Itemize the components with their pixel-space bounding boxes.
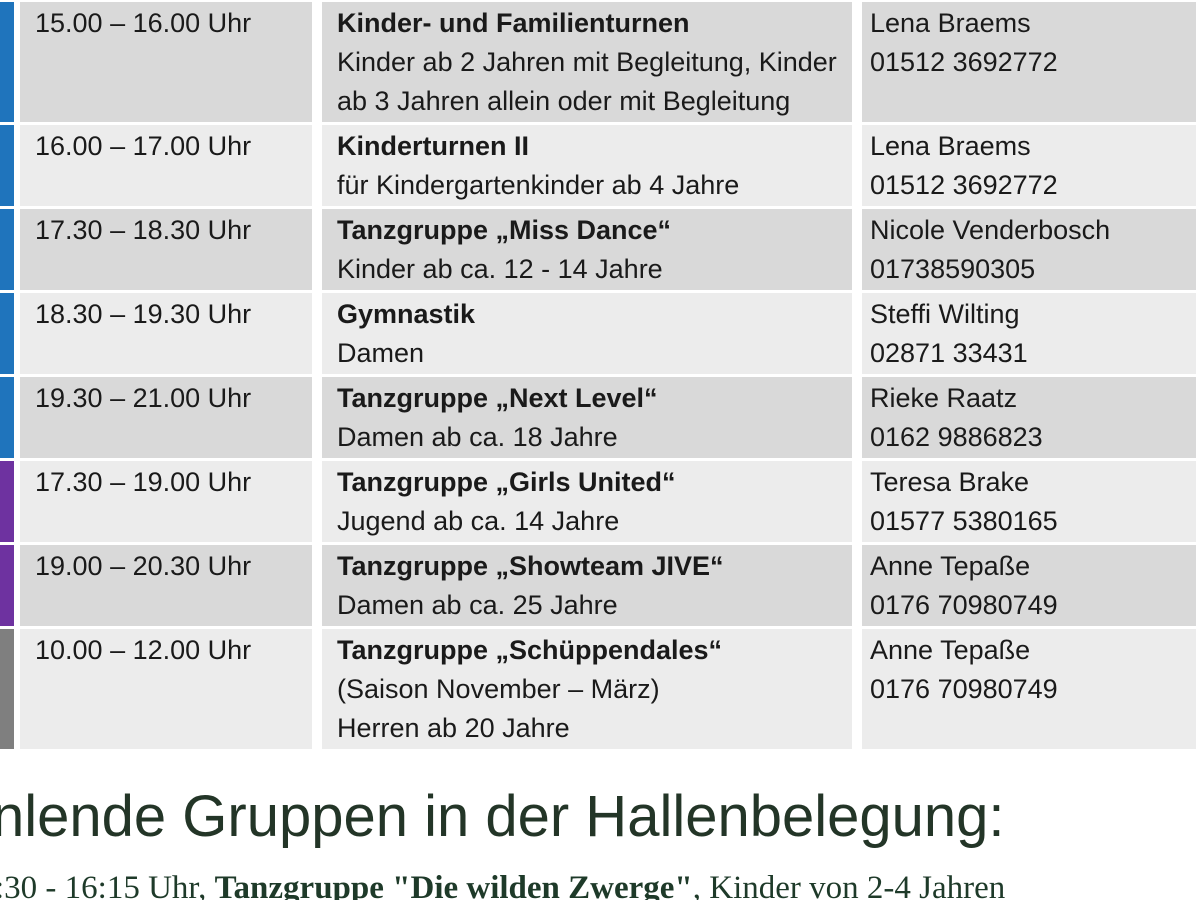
activity-cell: Gymnastik Damen [322, 293, 852, 374]
activity-detail: Kinder ab ca. 12 - 14 Jahre [337, 254, 663, 284]
time-text: 10.00 – 12.00 Uhr [35, 635, 252, 665]
missing-groups-heading: nlende Gruppen in der Hallenbelegung: [0, 784, 1005, 849]
activity-cell: Tanzgruppe „Girls United“ Jugend ab ca. … [322, 461, 852, 542]
additional-group-note: :30 - 16:15 Uhr, Tanzgruppe "Die wilden … [0, 868, 1200, 900]
day-color-bar [0, 2, 14, 122]
contact-phone: 0176 70980749 [870, 590, 1058, 620]
schedule-row: 19.00 – 20.30 Uhr Tanzgruppe „Showteam J… [0, 545, 1196, 626]
activity-title: Kinderturnen II [337, 131, 530, 161]
footer-section: nlende Gruppen in der Hallenbelegung: :3… [0, 752, 1200, 900]
time-cell: 17.30 – 18.30 Uhr [20, 209, 312, 290]
time-cell: 16.00 – 17.00 Uhr [20, 125, 312, 206]
contact-cell: Nicole Venderbosch 01738590305 [862, 209, 1196, 290]
contact-name: Lena Braems [870, 8, 1031, 38]
contact-cell: Teresa Brake 01577 5380165 [862, 461, 1196, 542]
hall-schedule-table: 15.00 – 16.00 Uhr Kinder- und Familientu… [0, 2, 1196, 749]
day-color-bar [0, 125, 14, 206]
activity-title: Gymnastik [337, 299, 476, 329]
contact-phone: 0162 9886823 [870, 422, 1043, 452]
activity-title: Tanzgruppe „Schüppendales“ [337, 635, 723, 665]
activity-cell: Kinderturnen II für Kindergartenkinder a… [322, 125, 852, 206]
time-text: 17.30 – 18.30 Uhr [35, 215, 252, 245]
time-cell: 19.00 – 20.30 Uhr [20, 545, 312, 626]
activity-cell: Tanzgruppe „Next Level“ Damen ab ca. 18 … [322, 377, 852, 458]
time-cell: 18.30 – 19.30 Uhr [20, 293, 312, 374]
activity-title: Tanzgruppe „Girls United“ [337, 467, 676, 497]
activity-title: Tanzgruppe „Showteam JIVE“ [337, 551, 724, 581]
schedule-row: 19.30 – 21.00 Uhr Tanzgruppe „Next Level… [0, 377, 1196, 458]
day-color-bar [0, 545, 14, 626]
day-color-bar [0, 461, 14, 542]
contact-phone: 02871 33431 [870, 338, 1028, 368]
note-prefix: :30 - 16:15 Uhr, [0, 870, 215, 900]
contact-cell: Lena Braems 01512 3692772 [862, 125, 1196, 206]
activity-detail: Kinder ab 2 Jahren mit Begleitung, Kinde… [337, 47, 837, 77]
time-cell: 10.00 – 12.00 Uhr [20, 629, 312, 749]
note-group-name: Tanzgruppe "Die wilden Zwerge" [214, 870, 693, 900]
note-suffix: , Kinder von 2-4 Jahren [692, 870, 1006, 900]
time-text: 18.30 – 19.30 Uhr [35, 299, 252, 329]
activity-detail: ab 3 Jahren allein oder mit Begleitung [337, 86, 791, 116]
time-cell: 17.30 – 19.00 Uhr [20, 461, 312, 542]
time-text: 15.00 – 16.00 Uhr [35, 8, 252, 38]
schedule-row: 15.00 – 16.00 Uhr Kinder- und Familientu… [0, 2, 1196, 122]
activity-cell: Tanzgruppe „Miss Dance“ Kinder ab ca. 12… [322, 209, 852, 290]
schedule-row: 16.00 – 17.00 Uhr Kinderturnen II für Ki… [0, 125, 1196, 206]
contact-cell: Anne Tepaße 0176 70980749 [862, 545, 1196, 626]
contact-phone: 01738590305 [870, 254, 1036, 284]
contact-name: Lena Braems [870, 131, 1031, 161]
contact-name: Rieke Raatz [870, 383, 1018, 413]
contact-phone: 01512 3692772 [870, 47, 1058, 77]
contact-phone: 01577 5380165 [870, 506, 1058, 536]
day-color-bar [0, 629, 14, 749]
schedule-row: 10.00 – 12.00 Uhr Tanzgruppe „Schüppenda… [0, 629, 1196, 749]
contact-name: Anne Tepaße [870, 635, 1031, 665]
activity-title: Tanzgruppe „Miss Dance“ [337, 215, 672, 245]
day-color-bar [0, 293, 14, 374]
time-text: 17.30 – 19.00 Uhr [35, 467, 252, 497]
schedule-row: 17.30 – 19.00 Uhr Tanzgruppe „Girls Unit… [0, 461, 1196, 542]
activity-detail: Herren ab 20 Jahre [337, 713, 570, 743]
schedule-row: 17.30 – 18.30 Uhr Tanzgruppe „Miss Dance… [0, 209, 1196, 290]
activity-detail: Damen ab ca. 18 Jahre [337, 422, 618, 452]
day-color-bar [0, 209, 14, 290]
contact-cell: Steffi Wilting 02871 33431 [862, 293, 1196, 374]
contact-name: Teresa Brake [870, 467, 1030, 497]
activity-cell: Tanzgruppe „Showteam JIVE“ Damen ab ca. … [322, 545, 852, 626]
contact-name: Nicole Venderbosch [870, 215, 1111, 245]
contact-cell: Anne Tepaße 0176 70980749 [862, 629, 1196, 749]
schedule-row: 18.30 – 19.30 Uhr Gymnastik Damen Steffi… [0, 293, 1196, 374]
activity-detail: Damen [337, 338, 425, 368]
contact-name: Anne Tepaße [870, 551, 1031, 581]
time-text: 19.00 – 20.30 Uhr [35, 551, 252, 581]
activity-cell: Tanzgruppe „Schüppendales“ (Saison Novem… [322, 629, 852, 749]
activity-title: Tanzgruppe „Next Level“ [337, 383, 658, 413]
day-color-bar [0, 377, 14, 458]
activity-detail: für Kindergartenkinder ab 4 Jahre [337, 170, 740, 200]
activity-detail: Damen ab ca. 25 Jahre [337, 590, 618, 620]
activity-cell: Kinder- und Familienturnen Kinder ab 2 J… [322, 2, 852, 122]
time-text: 16.00 – 17.00 Uhr [35, 131, 252, 161]
contact-cell: Lena Braems 01512 3692772 [862, 2, 1196, 122]
activity-title: Kinder- und Familienturnen [337, 8, 690, 38]
contact-name: Steffi Wilting [870, 299, 1020, 329]
time-text: 19.30 – 21.00 Uhr [35, 383, 252, 413]
contact-cell: Rieke Raatz 0162 9886823 [862, 377, 1196, 458]
contact-phone: 01512 3692772 [870, 170, 1058, 200]
time-cell: 15.00 – 16.00 Uhr [20, 2, 312, 122]
activity-detail: Jugend ab ca. 14 Jahre [337, 506, 620, 536]
time-cell: 19.30 – 21.00 Uhr [20, 377, 312, 458]
contact-phone: 0176 70980749 [870, 674, 1058, 704]
activity-detail: (Saison November – März) [337, 674, 660, 704]
